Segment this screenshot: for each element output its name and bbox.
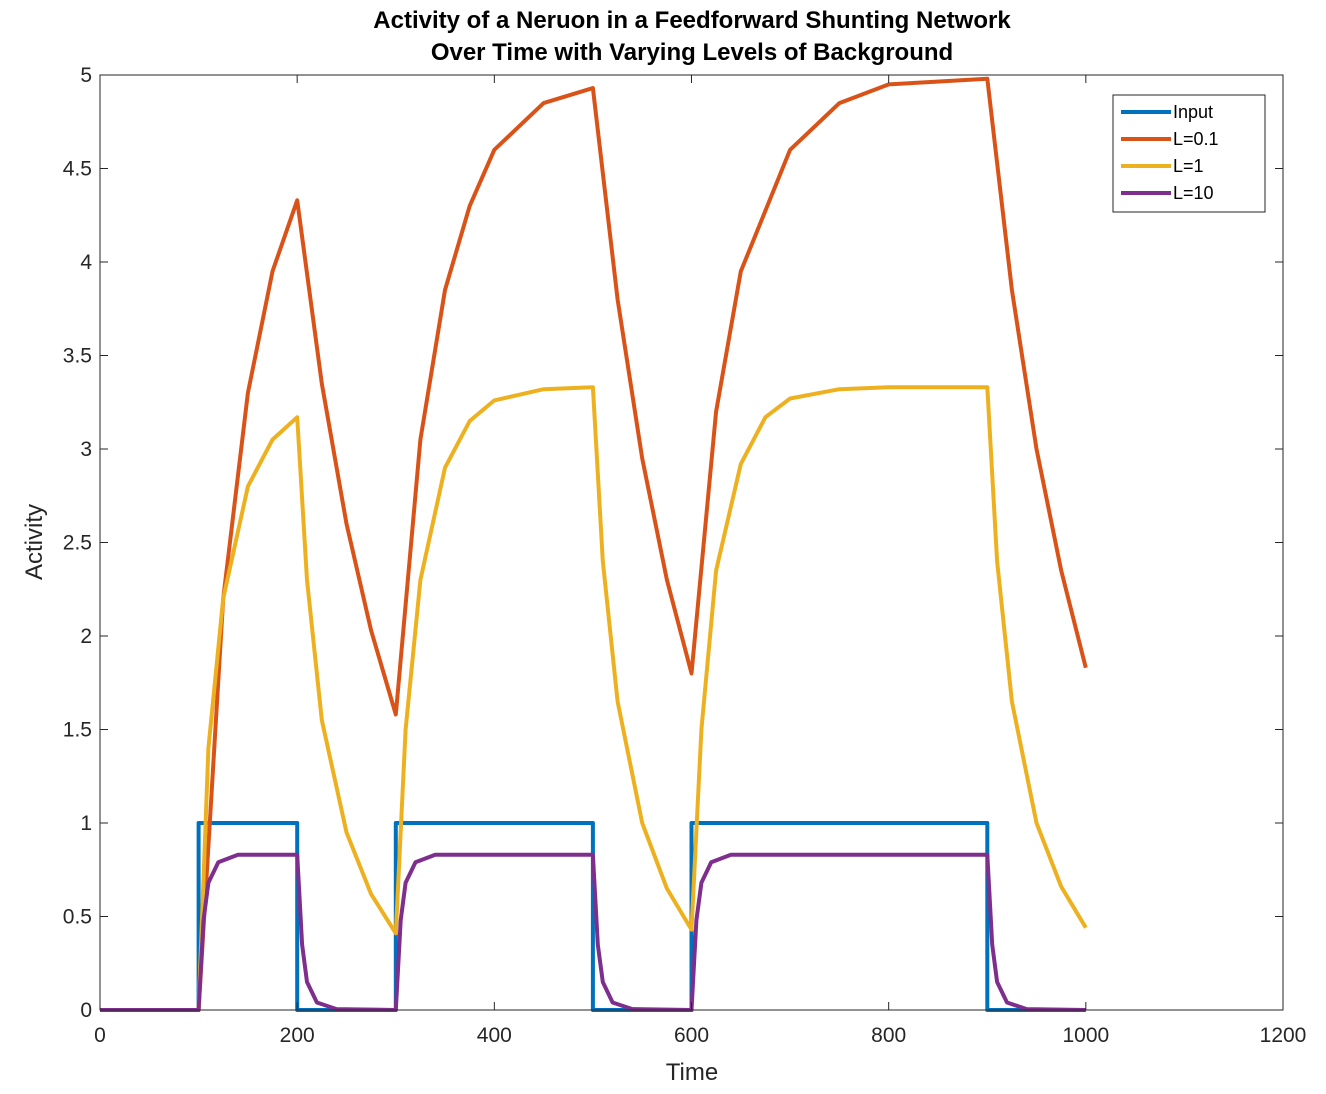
y-tick-label: 4.5 <box>63 158 92 181</box>
series-line-l-10 <box>100 852 1086 1012</box>
series-line-l-0-1 <box>100 76 1088 1012</box>
y-axis: 0 0.5 1 1.5 2 2.5 3 3.5 4 4.5 5 <box>63 64 1283 1022</box>
legend-label: L=10 <box>1173 183 1214 203</box>
y-tick-label: 2.5 <box>63 532 92 555</box>
x-tick-label: 400 <box>477 1024 512 1047</box>
y-tick-label: 2 <box>80 625 92 648</box>
y-tick-label: 0 <box>80 999 92 1022</box>
x-tick-label: 0 <box>94 1024 106 1047</box>
x-axis: 0 200 400 600 800 1000 1200 <box>94 75 1306 1047</box>
y-tick-label: 1.5 <box>63 719 92 742</box>
legend-label: Input <box>1173 102 1213 122</box>
x-tick-label: 1000 <box>1062 1024 1109 1047</box>
y-axis-label: Activity <box>21 504 48 580</box>
y-tick-label: 5 <box>80 64 92 87</box>
series-line-l-1 <box>100 385 1088 1012</box>
y-tick-label: 3.5 <box>63 345 92 368</box>
legend-label: L=0.1 <box>1173 129 1219 149</box>
x-tick-label: 600 <box>674 1024 709 1047</box>
y-tick-label: 0.5 <box>63 906 92 929</box>
x-tick-label: 1200 <box>1260 1024 1307 1047</box>
legend-label: L=1 <box>1173 156 1204 176</box>
title-line-2: Over Time with Varying Levels of Backgro… <box>431 39 953 66</box>
x-tick-label: 200 <box>280 1024 315 1047</box>
x-tick-label: 800 <box>871 1024 906 1047</box>
y-tick-label: 4 <box>80 251 92 274</box>
y-tick-label: 1 <box>80 812 92 835</box>
title-line-1: Activity of a Neruon in a Feedforward Sh… <box>373 7 1011 34</box>
legend: Input L=0.1 L=1 L=10 <box>1112 94 1266 213</box>
series-layer <box>100 76 1088 1012</box>
x-axis-label: Time <box>666 1059 718 1086</box>
chart-title: Activity of a Neruon in a Feedforward Sh… <box>373 7 1011 66</box>
y-tick-label: 3 <box>80 438 92 461</box>
series-line-input <box>100 821 1086 1012</box>
